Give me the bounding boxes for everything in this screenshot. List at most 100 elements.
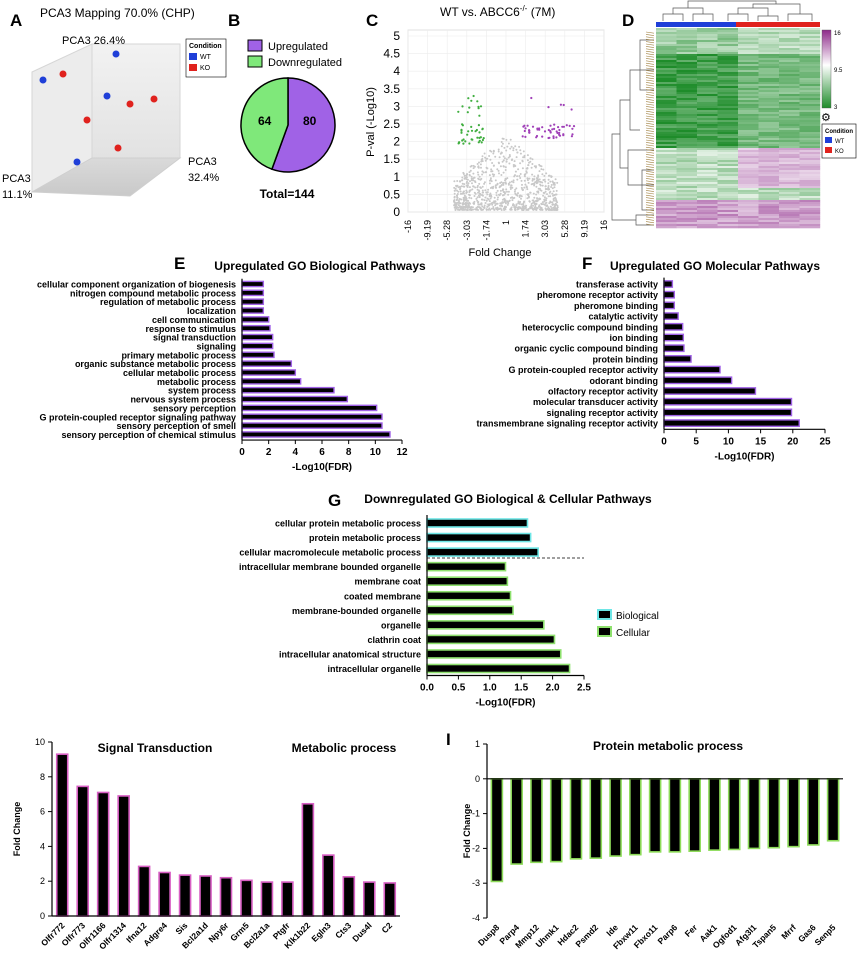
heatmap-cell bbox=[676, 64, 698, 67]
heatmap-cell bbox=[676, 154, 698, 157]
dendrogram-leaf bbox=[645, 161, 655, 164]
volcano-point bbox=[466, 208, 469, 211]
heatmap-cell bbox=[779, 224, 800, 227]
y-tick-label: 6 bbox=[40, 807, 45, 817]
heatmap-cell bbox=[697, 180, 718, 183]
heatmap-cell bbox=[779, 142, 800, 145]
volcano-point bbox=[458, 197, 461, 200]
heatmap-cell bbox=[779, 110, 800, 113]
volcano-point bbox=[471, 182, 473, 185]
volcano-point-up bbox=[547, 106, 550, 109]
volcano-point bbox=[549, 180, 552, 183]
volcano-point bbox=[526, 177, 529, 180]
heatmap-cell bbox=[758, 156, 780, 159]
volcano-point bbox=[539, 206, 542, 209]
heatmap-cell bbox=[799, 80, 821, 83]
heatmap-cell bbox=[676, 32, 698, 35]
heatmap-cell bbox=[799, 42, 821, 45]
dendrogram-branch bbox=[692, 13, 714, 21]
heatmap-cell bbox=[738, 40, 759, 43]
heatmap-cell bbox=[656, 206, 677, 209]
heatmap-cell bbox=[799, 60, 821, 63]
heatmap-cell bbox=[697, 210, 718, 213]
y-tick-label: 2 bbox=[40, 876, 45, 886]
heatmap-cell bbox=[717, 188, 739, 191]
dendrogram-leaf bbox=[645, 120, 655, 123]
heatmap-cell bbox=[676, 66, 698, 69]
volcano-xtick: 3.03 bbox=[540, 220, 550, 238]
volcano-point bbox=[552, 183, 555, 186]
volcano-ytick: 4 bbox=[393, 64, 400, 78]
legend-swatch-cellular bbox=[597, 626, 612, 637]
volcano-point bbox=[484, 159, 487, 162]
heatmap-cell bbox=[779, 102, 800, 105]
volcano-point bbox=[545, 208, 548, 211]
bar bbox=[426, 590, 512, 601]
volcano-point bbox=[486, 193, 489, 196]
category-label: response to stimulus bbox=[145, 324, 236, 334]
heatmap-cell bbox=[656, 212, 677, 215]
volcano-point bbox=[514, 145, 517, 148]
volcano-point bbox=[461, 202, 464, 205]
heatmap-cell bbox=[779, 196, 800, 199]
bar bbox=[383, 882, 397, 917]
heatmap-cell bbox=[656, 70, 677, 73]
heatmap-cell bbox=[738, 126, 759, 129]
volcano-point bbox=[513, 175, 516, 178]
volcano-point bbox=[457, 186, 460, 189]
heatmap-cell bbox=[738, 212, 759, 215]
heatmap-cell bbox=[717, 52, 739, 55]
volcano-point-up bbox=[552, 136, 555, 140]
volcano-point bbox=[481, 209, 483, 211]
volcano-point bbox=[504, 202, 507, 205]
heatmap-cell bbox=[738, 30, 759, 33]
heatmap-cell bbox=[799, 164, 821, 167]
heatmap-cell bbox=[656, 84, 677, 87]
heatmap-cell bbox=[697, 156, 718, 159]
pca-point-ko bbox=[83, 116, 91, 124]
heatmap-cell bbox=[676, 146, 698, 149]
volcano-point bbox=[469, 169, 472, 172]
heatmap-cell bbox=[779, 112, 800, 115]
category-label: cellular component organization of bioge… bbox=[37, 280, 236, 290]
volcano-point bbox=[477, 203, 480, 206]
pie-legend-swatch-up bbox=[247, 39, 263, 52]
y-tick-label: -1 bbox=[472, 809, 480, 819]
heatmap-cell bbox=[717, 108, 739, 111]
heatmap-cell bbox=[799, 172, 821, 175]
heatmap-cell bbox=[738, 124, 759, 127]
volcano-point bbox=[454, 204, 457, 207]
heatmap-cell bbox=[799, 130, 821, 133]
heatmap-cell bbox=[717, 208, 739, 211]
volcano-point bbox=[494, 184, 497, 187]
category-label: G protein-coupled receptor signaling pat… bbox=[39, 412, 236, 422]
volcano-point bbox=[490, 207, 493, 210]
heatmap-cell bbox=[799, 82, 821, 85]
heatmap-cell bbox=[697, 222, 718, 225]
heatmap-cell bbox=[676, 36, 698, 39]
group-label-signal-transduction: Signal Transduction bbox=[98, 741, 213, 755]
heatmap-cell bbox=[738, 50, 759, 53]
category-label: coated membrane bbox=[344, 591, 421, 601]
heatmap-cell bbox=[697, 200, 718, 203]
heatmap-cell bbox=[779, 72, 800, 75]
gear-icon[interactable]: ⚙ bbox=[821, 112, 831, 124]
heatmap-cell bbox=[697, 126, 718, 129]
heatmap-cell bbox=[697, 104, 718, 107]
dendrogram-leaf bbox=[645, 86, 655, 89]
heatmap-cell bbox=[738, 186, 759, 189]
heatmap-cell bbox=[779, 30, 800, 33]
volcano-point-down bbox=[470, 138, 473, 141]
heatmap-cell bbox=[779, 88, 800, 91]
bar bbox=[648, 777, 662, 853]
heatmap-cell bbox=[779, 76, 800, 79]
volcano-point bbox=[499, 202, 502, 205]
dendrogram-branch bbox=[627, 149, 654, 186]
heatmap-cell bbox=[799, 64, 821, 67]
heatmap-cell bbox=[656, 140, 677, 143]
volcano-point bbox=[507, 156, 510, 159]
volcano-point bbox=[539, 208, 542, 211]
heatmap-cell bbox=[779, 162, 800, 165]
heatmap-cell bbox=[697, 42, 718, 45]
